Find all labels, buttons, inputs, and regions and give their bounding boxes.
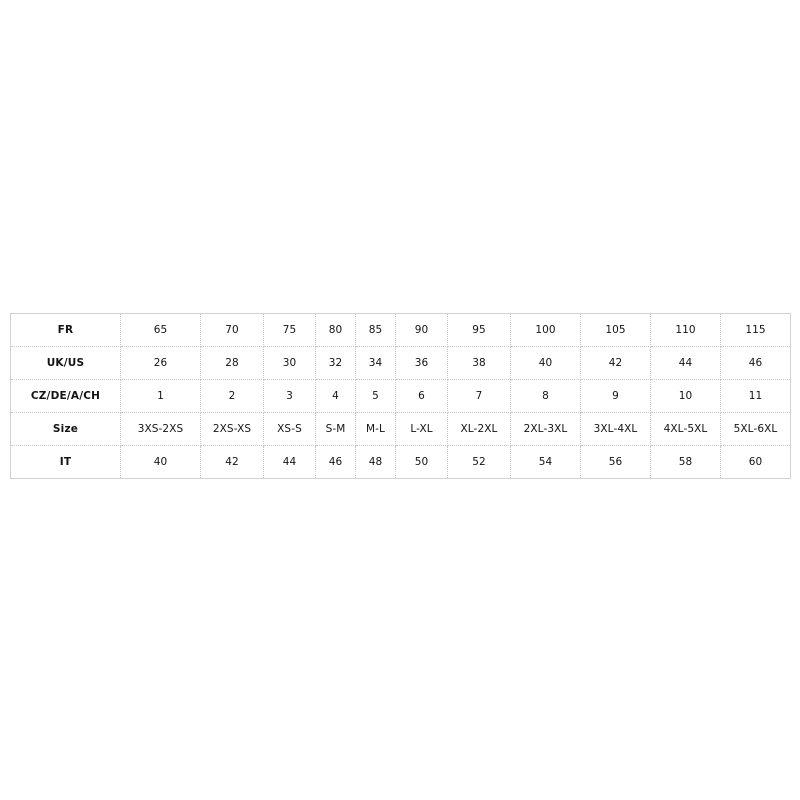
cell-cz-10: 10 [650, 379, 721, 413]
cell-fr-2: 70 [200, 313, 264, 347]
row-label-size: Size [10, 412, 121, 446]
cell-cz-11: 11 [720, 379, 791, 413]
table-row: Size 3XS-2XS 2XS-XS XS-S S-M M-L L-XL XL… [10, 412, 791, 446]
cell-ukus-4: 32 [315, 346, 356, 380]
cell-size-10: 4XL-5XL [650, 412, 721, 446]
cell-cz-8: 8 [510, 379, 581, 413]
table-row: CZ/DE/A/CH 1 2 3 4 5 6 7 8 9 10 11 [10, 379, 791, 413]
cell-fr-4: 80 [315, 313, 356, 347]
cell-fr-10: 110 [650, 313, 721, 347]
cell-it-5: 48 [355, 445, 396, 479]
cell-size-7: XL-2XL [447, 412, 511, 446]
cell-it-3: 44 [263, 445, 316, 479]
cell-it-1: 40 [120, 445, 201, 479]
cell-cz-6: 6 [395, 379, 448, 413]
cell-it-8: 54 [510, 445, 581, 479]
cell-size-11: 5XL-6XL [720, 412, 791, 446]
cell-size-5: M-L [355, 412, 396, 446]
cell-it-11: 60 [720, 445, 791, 479]
cell-cz-1: 1 [120, 379, 201, 413]
cell-size-2: 2XS-XS [200, 412, 264, 446]
cell-cz-9: 9 [580, 379, 651, 413]
cell-size-3: XS-S [263, 412, 316, 446]
cell-it-7: 52 [447, 445, 511, 479]
table-row: UK/US 26 28 30 32 34 36 38 40 42 44 46 [10, 346, 791, 380]
cell-fr-11: 115 [720, 313, 791, 347]
cell-it-10: 58 [650, 445, 721, 479]
table-row: FR 65 70 75 80 85 90 95 100 105 110 115 [10, 313, 791, 347]
cell-fr-8: 100 [510, 313, 581, 347]
size-table-body: FR 65 70 75 80 85 90 95 100 105 110 115 … [10, 313, 791, 479]
cell-ukus-10: 44 [650, 346, 721, 380]
cell-ukus-3: 30 [263, 346, 316, 380]
cell-size-4: S-M [315, 412, 356, 446]
cell-ukus-2: 28 [200, 346, 264, 380]
cell-size-6: L-XL [395, 412, 448, 446]
cell-ukus-7: 38 [447, 346, 511, 380]
table-row: IT 40 42 44 46 48 50 52 54 56 58 60 [10, 445, 791, 479]
cell-fr-7: 95 [447, 313, 511, 347]
cell-size-8: 2XL-3XL [510, 412, 581, 446]
size-chart-container: FR 65 70 75 80 85 90 95 100 105 110 115 … [10, 313, 791, 479]
row-label-cz-de-a-ch: CZ/DE/A/CH [10, 379, 121, 413]
cell-size-9: 3XL-4XL [580, 412, 651, 446]
cell-cz-2: 2 [200, 379, 264, 413]
cell-fr-3: 75 [263, 313, 316, 347]
cell-it-2: 42 [200, 445, 264, 479]
cell-ukus-1: 26 [120, 346, 201, 380]
cell-ukus-6: 36 [395, 346, 448, 380]
size-conversion-table: FR 65 70 75 80 85 90 95 100 105 110 115 … [10, 313, 791, 479]
cell-fr-1: 65 [120, 313, 201, 347]
cell-ukus-9: 42 [580, 346, 651, 380]
cell-cz-7: 7 [447, 379, 511, 413]
cell-size-1: 3XS-2XS [120, 412, 201, 446]
cell-it-9: 56 [580, 445, 651, 479]
cell-ukus-5: 34 [355, 346, 396, 380]
cell-fr-9: 105 [580, 313, 651, 347]
cell-cz-5: 5 [355, 379, 396, 413]
cell-ukus-8: 40 [510, 346, 581, 380]
cell-cz-4: 4 [315, 379, 356, 413]
cell-cz-3: 3 [263, 379, 316, 413]
row-label-uk-us: UK/US [10, 346, 121, 380]
row-label-it: IT [10, 445, 121, 479]
cell-fr-5: 85 [355, 313, 396, 347]
cell-ukus-11: 46 [720, 346, 791, 380]
cell-fr-6: 90 [395, 313, 448, 347]
cell-it-6: 50 [395, 445, 448, 479]
row-label-fr: FR [10, 313, 121, 347]
cell-it-4: 46 [315, 445, 356, 479]
